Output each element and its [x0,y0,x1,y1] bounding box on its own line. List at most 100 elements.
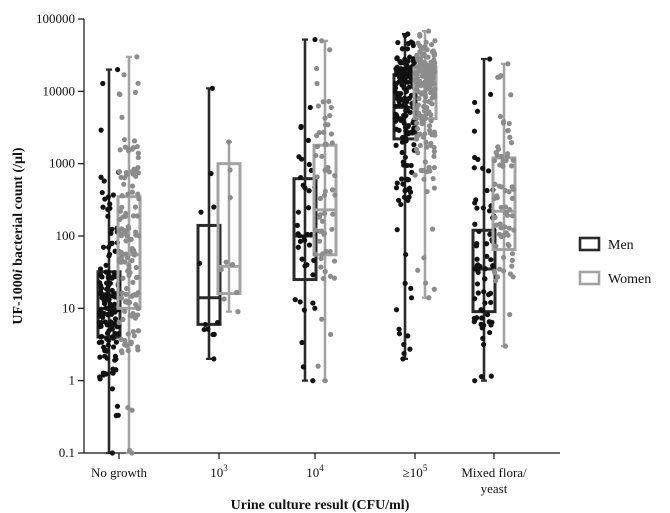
data-point [99,309,105,316]
data-point [135,328,142,334]
data-point [97,272,104,278]
data-point [121,72,127,78]
data-point [234,289,240,295]
data-point [295,209,302,215]
box-women-2 [216,139,242,315]
data-point [484,187,490,194]
data-point [97,354,103,360]
data-point [398,201,404,208]
data-point [474,315,480,321]
data-point [488,299,494,306]
data-point [98,285,105,291]
data-point [480,335,486,341]
data-point [227,194,233,201]
data-point [412,172,418,178]
data-point [412,78,419,84]
data-point [205,326,211,332]
data-point [116,169,123,175]
data-point [474,205,480,211]
x-tick-label: 103 [210,463,228,480]
y-tick-label: 10000 [43,83,76,98]
data-point [408,295,415,301]
data-point [422,98,428,104]
data-point [422,79,428,85]
data-point [392,103,399,109]
box-men-4 [392,31,418,362]
data-point [423,111,429,118]
data-point [127,299,133,305]
data-point [126,447,133,454]
data-point [229,262,236,268]
data-point [112,248,118,254]
data-point [130,279,136,285]
data-point [404,79,410,85]
data-point [109,240,115,246]
data-point [472,296,478,302]
data-point [221,296,227,302]
data-point [113,339,120,345]
data-point [430,175,436,182]
x-tick-label: ≥105 [403,463,428,480]
data-point [426,64,432,70]
data-point [480,205,486,211]
data-point [405,186,411,193]
data-point [414,125,421,132]
data-point [493,222,499,228]
x-tick-label: No growth [91,465,147,480]
data-point [424,144,430,150]
data-point [100,204,106,210]
data-point [430,226,436,232]
data-point [292,297,298,303]
data-point [418,45,424,51]
data-point [504,153,510,160]
data-point [117,208,123,214]
data-point [110,370,116,376]
data-point [496,146,502,152]
data-point [484,253,490,259]
data-point [105,342,111,348]
data-point [134,213,141,219]
data-point [319,218,326,224]
data-point [488,257,494,263]
data-point [332,192,338,198]
data-point [401,341,407,348]
data-point [135,305,141,312]
data-point [396,197,402,203]
data-point [305,205,312,211]
data-point [119,114,125,120]
data-point [414,120,420,126]
data-point [393,142,399,148]
data-point [415,88,421,94]
data-point [331,258,338,264]
legend-swatch-women [578,270,601,286]
data-point [208,170,214,177]
data-point [124,171,130,178]
data-point [302,237,308,243]
data-point [404,124,410,130]
data-point [114,66,121,73]
data-point [322,188,328,194]
data-point [415,40,421,46]
data-point [393,307,400,313]
data-point [318,264,324,270]
data-point [122,229,128,235]
data-point [495,274,501,280]
data-point [509,213,515,219]
series-men [96,31,497,456]
data-point [474,281,481,287]
data-point [301,307,307,313]
data-point [401,162,407,168]
box-women-5 [491,61,517,349]
data-point [104,348,110,354]
data-point [135,347,141,353]
box-women-1 [116,54,142,456]
data-point [109,450,115,456]
data-point [116,320,122,326]
data-point [418,62,424,68]
data-point [479,315,485,321]
data-point [110,335,116,341]
data-point [506,225,512,231]
data-point [482,266,488,272]
data-point [509,263,515,269]
data-point [115,412,121,418]
